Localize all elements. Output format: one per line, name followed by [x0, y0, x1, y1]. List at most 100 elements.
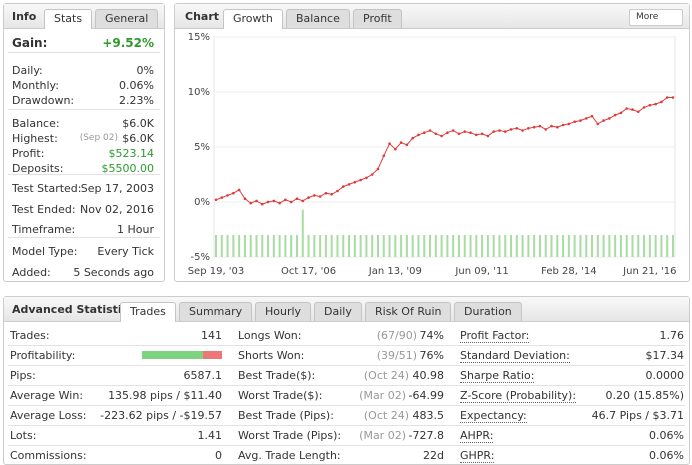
- volume-bar: [342, 235, 345, 257]
- panel-title: Info: [12, 10, 37, 23]
- point: [249, 201, 253, 205]
- point: [313, 194, 316, 197]
- stat-label: Sharpe Ratio:: [460, 369, 535, 383]
- point: [654, 102, 657, 106]
- volume-bar: [232, 235, 235, 257]
- tab[interactable]: Summary: [179, 302, 253, 321]
- volume-bar: [307, 235, 310, 257]
- profitability-bar: [202, 351, 222, 359]
- point: [579, 119, 582, 122]
- stat-label: Test Ended:: [12, 202, 76, 216]
- point: [469, 131, 472, 134]
- volume-bar: [469, 235, 472, 257]
- point: [318, 195, 322, 198]
- point: [463, 130, 467, 133]
- stat-label: Best Trade (Pips):: [238, 409, 334, 422]
- point: [422, 131, 426, 134]
- tab[interactable]: Duration: [454, 302, 522, 321]
- volume-bar: [504, 235, 507, 257]
- row-separator: [8, 425, 685, 426]
- volume-bar: [463, 235, 466, 257]
- panel-title: Chart: [185, 10, 220, 23]
- point: [417, 133, 420, 137]
- tab[interactable]: Risk Of Ruin: [365, 302, 452, 321]
- stat-note: (39/51): [376, 349, 417, 362]
- volume-bar: [272, 235, 275, 257]
- point: [446, 131, 449, 134]
- stat-label: Worst Trade($):: [238, 389, 323, 402]
- volume-bar: [556, 235, 559, 257]
- info-panel: Info Stats General Gain: +9.52% Daily: 0% Month…: [3, 3, 165, 282]
- stat-label: Profitability:: [10, 349, 76, 362]
- point: [232, 191, 235, 195]
- tab[interactable]: Balance: [286, 9, 350, 28]
- volume-bar: [313, 235, 316, 257]
- tab[interactable]: General: [95, 9, 159, 28]
- volume-bar: [238, 235, 241, 257]
- more-dropdown[interactable]: More: [629, 9, 683, 26]
- stat-label: Profit Factor:: [460, 329, 530, 343]
- stat-label: Avg. Trade Length:: [238, 449, 341, 462]
- stat-value: 0.0000: [645, 369, 685, 382]
- tab[interactable]: Hourly: [255, 302, 312, 321]
- x-tick-label: Oct 17, '06: [281, 266, 336, 277]
- tab[interactable]: Profit: [353, 9, 402, 28]
- tab[interactable]: Daily: [314, 302, 362, 321]
- stat-label: Trades:: [10, 329, 50, 342]
- volume-bar: [533, 235, 536, 257]
- point: [399, 141, 403, 144]
- volume-bar: [290, 235, 293, 257]
- stat-value: 5 Seconds ago: [73, 266, 154, 279]
- stat-value: $6.0K: [122, 117, 154, 130]
- stat-note: (Mar 02): [359, 389, 406, 402]
- stat-label: Best Trade($):: [238, 369, 316, 382]
- stat-value: 74%: [419, 329, 444, 342]
- stat-value: 0.06%: [649, 429, 684, 442]
- stat-value: 0: [215, 449, 222, 462]
- point: [613, 113, 617, 117]
- tab[interactable]: Trades: [120, 302, 176, 322]
- volume-bar: [648, 235, 651, 257]
- y-tick-label: 15%: [188, 32, 210, 43]
- point: [665, 96, 669, 99]
- point: [359, 178, 362, 182]
- stat-label: AHPR:: [460, 429, 494, 443]
- stat-value: 22d: [423, 449, 444, 462]
- stat-value: Every Tick: [97, 245, 154, 258]
- point: [370, 173, 374, 176]
- stat-value: Nov 02, 2016: [80, 202, 154, 216]
- volume-bar: [215, 235, 217, 257]
- point: [608, 117, 611, 120]
- stat-label: Longs Won:: [238, 329, 302, 342]
- volume-bar: [637, 235, 640, 257]
- volume-bar: [394, 235, 397, 257]
- volume-bar: [654, 235, 657, 257]
- point: [289, 200, 293, 204]
- volume-bar: [405, 235, 408, 257]
- row-separator: [8, 345, 685, 346]
- point: [527, 127, 530, 130]
- tab[interactable]: Stats: [44, 9, 93, 29]
- point: [295, 197, 299, 200]
- point: [382, 154, 386, 158]
- stat-label: Drawdown:: [12, 94, 75, 107]
- stat-note: (Sep 02): [79, 133, 118, 143]
- point: [660, 100, 663, 104]
- stat-value: -223.62 pips / -$19.57: [100, 409, 222, 422]
- y-tick-label: -5%: [191, 252, 210, 263]
- stat-label: Timeframe:: [12, 223, 76, 236]
- point: [521, 129, 524, 132]
- point: [330, 193, 333, 196]
- volume-bar: [301, 209, 304, 257]
- tab[interactable]: Growth: [223, 9, 283, 29]
- stat-value: 0.06%: [119, 79, 154, 92]
- volume-bar: [521, 235, 524, 257]
- point: [237, 188, 241, 192]
- volume-bar: [585, 235, 588, 257]
- volume-bar: [446, 235, 449, 257]
- point: [220, 196, 224, 199]
- stat-label: Profit:: [12, 147, 45, 160]
- volume-bar: [492, 235, 495, 257]
- point: [636, 110, 640, 114]
- point: [353, 180, 357, 184]
